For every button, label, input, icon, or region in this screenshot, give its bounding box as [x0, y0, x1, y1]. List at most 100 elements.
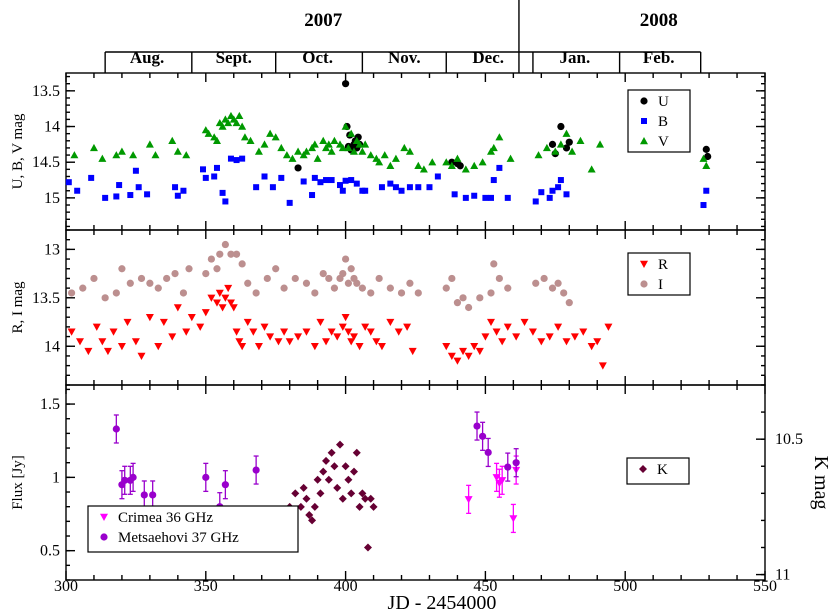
point-b	[538, 189, 545, 196]
series-crimea-36-ghz	[464, 455, 521, 534]
y-tick-label: 13	[44, 241, 60, 258]
point-i	[465, 303, 473, 312]
point-v	[344, 143, 353, 152]
point-b	[227, 155, 234, 162]
point-k	[369, 502, 378, 511]
point-k	[324, 475, 333, 484]
point-r	[403, 323, 412, 331]
point-v	[442, 158, 451, 166]
point-k	[333, 483, 342, 492]
month-label-aug: Aug.	[130, 48, 164, 67]
point-v	[478, 158, 487, 166]
point-b	[300, 178, 307, 185]
point-b	[348, 177, 355, 184]
point-r	[218, 304, 227, 312]
point-metsaehovi-37-ghz	[202, 473, 210, 481]
point-i	[367, 289, 375, 297]
point-r	[226, 299, 235, 307]
month-label-sept: Sept.	[216, 48, 252, 67]
point-i	[344, 279, 352, 287]
point-i	[339, 269, 347, 278]
point-v	[419, 165, 428, 173]
point-v	[266, 129, 275, 137]
y-axis-label-ri: R, I mag	[10, 281, 26, 334]
point-b	[309, 192, 316, 199]
point-k	[310, 502, 319, 511]
month-label-oct: Oct.	[302, 48, 333, 67]
point-r	[492, 328, 501, 336]
point-b	[555, 184, 562, 191]
y-right-tick-label: 10.5	[775, 431, 803, 448]
point-r	[159, 318, 168, 327]
point-b	[172, 184, 179, 191]
point-b	[328, 177, 335, 184]
point-metsaehovi-37-ghz	[512, 459, 520, 467]
point-r	[447, 352, 456, 360]
point-r	[173, 304, 182, 312]
point-v	[366, 151, 375, 159]
point-v	[358, 147, 367, 155]
point-i	[112, 289, 120, 297]
point-r	[274, 338, 283, 346]
point-v	[470, 161, 479, 169]
point-b	[174, 192, 181, 199]
point-v	[117, 147, 126, 155]
point-v	[319, 136, 328, 144]
y-right-tick-label: 11	[775, 567, 790, 584]
legend-label-r: R	[658, 257, 668, 273]
point-r	[221, 294, 230, 302]
point-i	[185, 265, 193, 273]
data-marks	[65, 80, 712, 552]
x-tick-label: 550	[753, 578, 777, 595]
point-b	[504, 194, 511, 201]
legend-marker-r	[640, 260, 648, 268]
point-i	[448, 274, 456, 283]
panel-frames	[65, 72, 766, 581]
point-v	[212, 136, 221, 144]
point-k	[330, 462, 339, 471]
point-k	[308, 516, 317, 525]
point-r	[386, 318, 395, 327]
point-v	[145, 140, 154, 148]
month-label-jan: Jan.	[560, 48, 591, 67]
point-b	[362, 187, 369, 194]
y-axis-label-ubv: U, B, V mag	[10, 113, 26, 189]
point-v	[551, 147, 560, 155]
point-b	[549, 187, 556, 194]
point-i	[202, 269, 210, 278]
point-i	[171, 269, 179, 278]
point-r	[109, 328, 118, 336]
legend-ubv: UBV	[627, 89, 691, 153]
point-b	[337, 182, 344, 189]
legend-label-b: B	[658, 114, 668, 130]
point-v	[587, 165, 596, 173]
point-v	[702, 161, 711, 169]
point-r	[145, 313, 154, 322]
point-b	[323, 177, 330, 184]
point-v	[218, 122, 227, 130]
point-k	[336, 440, 345, 449]
point-i	[358, 284, 366, 292]
point-b	[378, 184, 385, 191]
point-v	[313, 154, 322, 162]
point-i	[319, 269, 327, 278]
point-v	[277, 143, 286, 152]
point-b	[311, 174, 318, 181]
point-metsaehovi-37-ghz	[473, 422, 481, 430]
point-u	[704, 152, 712, 161]
point-k	[305, 511, 314, 519]
point-r	[154, 343, 163, 351]
point-r	[285, 338, 294, 346]
point-b	[233, 157, 240, 164]
y-tick-label: 13.5	[32, 83, 60, 100]
point-i	[353, 279, 361, 287]
point-u	[456, 162, 464, 170]
point-i	[302, 279, 311, 287]
tick-labels: 13.5 14 14.5 15 U, B, V mag 13 13.5 14 R, I mag 0…	[10, 83, 830, 595]
point-r	[266, 333, 275, 341]
x-tick-label: 300	[54, 578, 78, 595]
point-u	[294, 164, 302, 172]
point-i	[232, 250, 241, 258]
point-v	[386, 161, 395, 169]
point-r	[212, 299, 221, 307]
